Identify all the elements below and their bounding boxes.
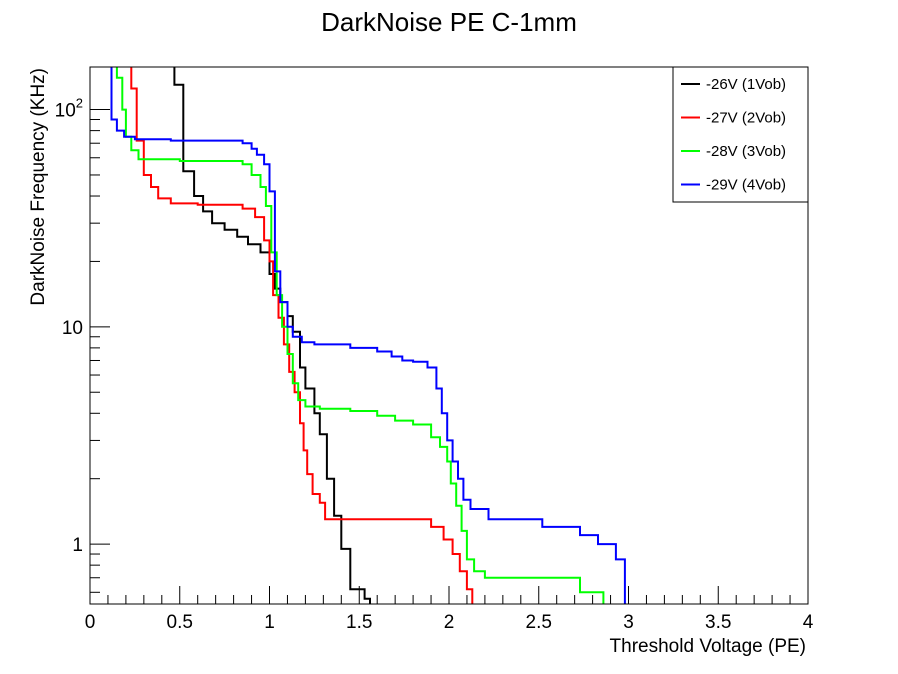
x-tick-label: 3.5	[705, 612, 731, 633]
x-axis: 0 0.5 1 1.5 2 2.5 3 3.5 4	[85, 586, 814, 633]
legend-label-4: -29V (4Vob)	[706, 177, 786, 194]
y-axis: 1 10 102	[55, 96, 110, 593]
x-axis-title: Threshold Voltage (PE)	[610, 636, 806, 657]
y-tick-label: 1	[72, 535, 83, 556]
chart-title: DarkNoise PE C-1mm	[321, 7, 577, 37]
x-tick-label: 0.5	[167, 612, 193, 633]
x-tick-label: 3	[623, 612, 634, 633]
y-tick-label: 102	[55, 96, 83, 122]
series-line-1	[173, 67, 371, 604]
legend: -26V (1Vob) -27V (2Vob) -28V (3Vob) -29V (4…	[672, 66, 809, 203]
legend-label-3: -28V (3Vob)	[706, 143, 786, 160]
series-layer	[110, 67, 626, 604]
x-tick-label: 4	[803, 612, 814, 633]
series-line-3	[115, 67, 605, 604]
y-tick-label: 10	[62, 318, 83, 339]
legend-box	[672, 66, 809, 203]
series-line-4	[110, 67, 626, 604]
legend-label-2: -27V (2Vob)	[706, 110, 786, 127]
x-tick-label: 0	[85, 612, 96, 633]
y-axis-title: DarkNoise Frequency (KHz)	[28, 68, 49, 306]
x-tick-label: 1	[264, 612, 275, 633]
x-tick-label: 2.5	[526, 612, 552, 633]
x-tick-label: 1.5	[346, 612, 372, 633]
x-tick-label: 2	[444, 612, 455, 633]
legend-label-1: -26V (1Vob)	[706, 76, 786, 93]
